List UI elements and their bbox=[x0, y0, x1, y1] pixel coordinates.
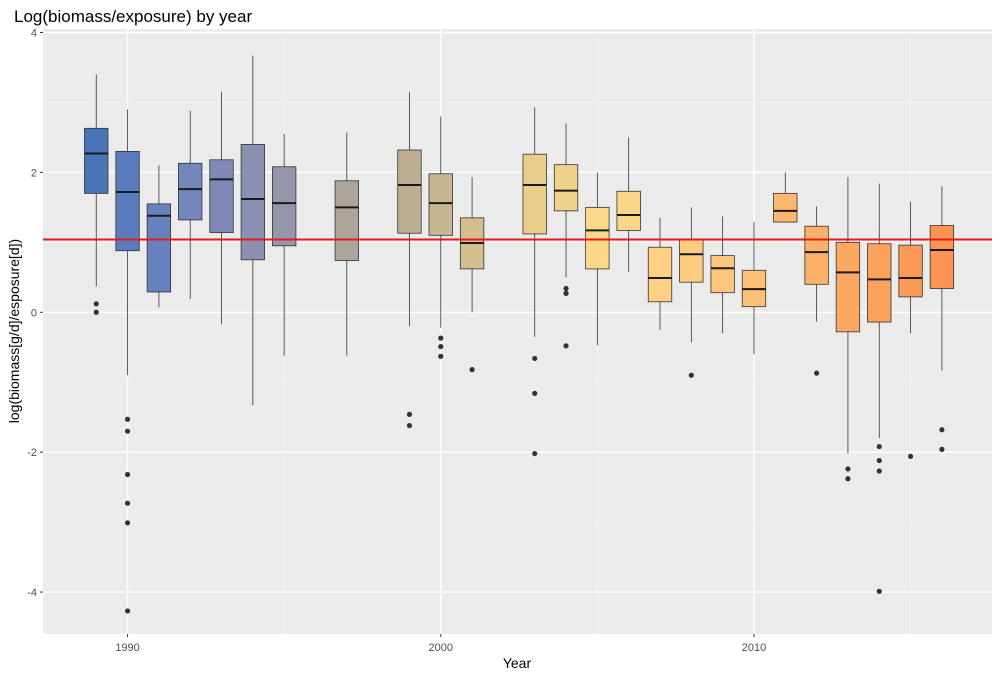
box-2004 bbox=[553, 123, 579, 349]
outlier-point bbox=[93, 301, 99, 307]
box-body bbox=[428, 173, 453, 236]
box-body bbox=[616, 190, 641, 231]
box-1989 bbox=[84, 74, 109, 315]
box-2010 bbox=[741, 222, 767, 355]
box-2016 bbox=[929, 186, 955, 452]
outlier-point bbox=[438, 335, 444, 341]
x-tick-label: 2000 bbox=[429, 642, 453, 654]
outlier-point bbox=[438, 343, 444, 350]
y-tick-label: -4 bbox=[27, 587, 37, 599]
box-body bbox=[710, 255, 735, 294]
y-tick-label: 2 bbox=[31, 167, 37, 179]
box-body bbox=[647, 246, 673, 303]
box-1990 bbox=[115, 109, 140, 614]
box-body bbox=[679, 239, 704, 283]
outlier-point bbox=[406, 411, 413, 417]
box-body bbox=[522, 153, 547, 235]
outlier-point bbox=[469, 367, 475, 373]
outlier-point bbox=[939, 427, 945, 433]
box-1993 bbox=[209, 91, 234, 325]
x-tick-label: 2010 bbox=[742, 642, 766, 654]
box-2012 bbox=[804, 206, 829, 376]
plot-panel bbox=[43, 29, 992, 634]
box-body bbox=[115, 150, 140, 252]
box-2005 bbox=[585, 172, 610, 346]
outlier-point bbox=[124, 416, 131, 422]
box-1994 bbox=[240, 55, 265, 406]
box-body bbox=[804, 225, 829, 285]
box-body bbox=[178, 162, 203, 221]
y-axis-title: log(biomass[g/d]/esposure[d]) bbox=[6, 239, 22, 423]
box-body bbox=[867, 243, 892, 323]
box-body bbox=[585, 206, 610, 270]
outlier-point bbox=[907, 453, 914, 459]
outlier-point bbox=[124, 428, 131, 434]
outlier-point bbox=[563, 290, 569, 296]
outlier-point bbox=[532, 355, 538, 362]
outlier-point bbox=[845, 476, 851, 482]
outlier-point bbox=[563, 285, 569, 292]
chart-title: Log(biomass/exposure) by year bbox=[14, 7, 252, 26]
outlier-point bbox=[532, 450, 538, 457]
box-2007 bbox=[647, 217, 673, 330]
outlier-point bbox=[939, 446, 945, 452]
box-body bbox=[240, 144, 265, 261]
outlier-point bbox=[845, 466, 851, 472]
outlier-point bbox=[563, 343, 569, 349]
x-axis-title: Year bbox=[503, 655, 532, 671]
box-2000 bbox=[428, 116, 453, 359]
box-body bbox=[209, 159, 234, 233]
box-2014 bbox=[867, 183, 892, 594]
box-body bbox=[898, 244, 923, 298]
box-1999 bbox=[397, 91, 422, 429]
y-tick-label: 0 bbox=[31, 307, 37, 319]
y-tick-label: -2 bbox=[27, 447, 37, 459]
box-body bbox=[334, 180, 359, 261]
box-body bbox=[397, 149, 422, 234]
x-tick-label: 1990 bbox=[115, 642, 139, 654]
outlier-point bbox=[876, 588, 882, 594]
outlier-point bbox=[93, 309, 99, 315]
box-2009 bbox=[710, 216, 735, 334]
box-body bbox=[835, 241, 861, 333]
axis-ticks: -4 -2 0 2 4 1990 2000 2010 bbox=[27, 27, 766, 654]
y-tick-label: 4 bbox=[31, 27, 37, 39]
box-2003 bbox=[522, 107, 547, 457]
box-body bbox=[146, 203, 172, 293]
box-1997 bbox=[334, 132, 359, 356]
box-body bbox=[929, 225, 955, 289]
box-body bbox=[272, 166, 297, 247]
box-1991 bbox=[146, 165, 172, 308]
box-layer bbox=[84, 55, 955, 614]
box-2008 bbox=[679, 207, 704, 378]
box-2015 bbox=[898, 201, 923, 459]
outlier-point bbox=[876, 443, 882, 450]
box-1995 bbox=[272, 133, 297, 356]
box-body bbox=[553, 164, 579, 212]
box-2001 bbox=[459, 177, 485, 373]
box-2011 bbox=[773, 172, 798, 223]
outlier-point bbox=[532, 390, 538, 396]
outlier-point bbox=[124, 608, 131, 614]
outlier-point bbox=[124, 471, 131, 478]
box-body bbox=[773, 192, 798, 223]
box-1992 bbox=[178, 110, 203, 299]
box-2013 bbox=[835, 177, 861, 482]
box-2006 bbox=[616, 137, 641, 272]
outlier-point bbox=[814, 370, 820, 376]
box-body bbox=[84, 127, 109, 194]
outlier-point bbox=[406, 422, 413, 429]
outlier-point bbox=[124, 520, 131, 526]
outlier-point bbox=[876, 468, 882, 474]
outlier-point bbox=[438, 353, 444, 359]
outlier-point bbox=[876, 457, 882, 464]
outlier-point bbox=[124, 500, 131, 506]
outlier-point bbox=[688, 372, 694, 378]
